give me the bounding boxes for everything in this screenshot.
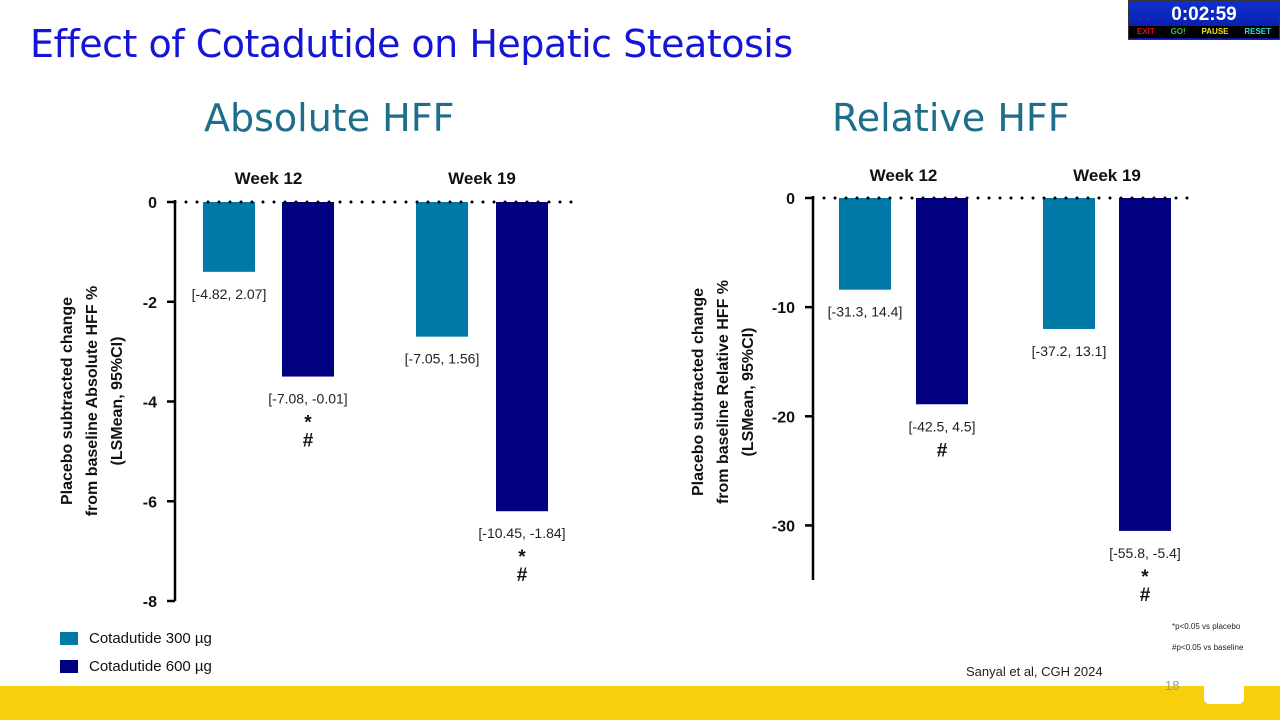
ci-label: [-55.8, -5.4] <box>1109 545 1181 561</box>
chart-title-absolute: Absolute HFF <box>204 96 455 140</box>
timer-controls: EXIT GO! PAUSE RESET <box>1129 26 1279 38</box>
category-label: Week 12 <box>870 166 938 185</box>
y-tick-label: 0 <box>148 195 157 212</box>
citation: Sanyal et al, CGH 2024 <box>966 664 1103 679</box>
y-axis-label: from baseline Absolute HFF % <box>84 286 101 517</box>
y-tick-label: -20 <box>772 409 795 426</box>
ci-label: [-7.08, -0.01] <box>268 391 347 407</box>
bar-600-week-12 <box>916 198 968 405</box>
significance-marker: * <box>518 547 526 568</box>
ci-label: [-7.05, 1.56] <box>405 351 480 367</box>
y-axis-label: (LSMean, 95%CI) <box>740 328 757 457</box>
significance-marker: # <box>517 565 528 586</box>
significance-marker: # <box>1140 585 1151 606</box>
bar-300-week-19 <box>416 202 468 337</box>
y-tick-label: -2 <box>143 295 157 312</box>
category-label: Week 19 <box>448 169 516 188</box>
ci-label: [-42.5, 4.5] <box>909 418 976 434</box>
significance-marker: # <box>937 440 948 461</box>
y-tick-label: -4 <box>143 395 157 412</box>
timer-display: 0:02:59 <box>1171 4 1237 25</box>
y-tick-label: -8 <box>143 594 157 611</box>
footer-notch <box>1204 684 1244 704</box>
ci-label: [-37.2, 13.1] <box>1032 343 1107 359</box>
bar-600-week-19 <box>1119 198 1171 531</box>
legend-label-300: Cotadutide 300 µg <box>89 630 212 647</box>
significance-marker: # <box>303 431 314 452</box>
legend-swatch-300 <box>60 632 78 645</box>
bar-300-week-12 <box>203 202 255 272</box>
category-label: Week 12 <box>235 169 303 188</box>
page-number: 18 <box>1165 678 1180 693</box>
y-axis-label: (LSMean, 95%CI) <box>109 337 126 466</box>
timer-reset-button[interactable]: RESET <box>1244 27 1272 36</box>
legend-item-300: Cotadutide 300 µg <box>60 630 212 647</box>
legend-item-600: Cotadutide 600 µg <box>60 658 212 675</box>
timer-pause-button[interactable]: PAUSE <box>1201 27 1229 36</box>
y-tick-label: -30 <box>772 518 795 535</box>
footer-bar <box>0 684 1280 720</box>
legend-label-600: Cotadutide 600 µg <box>89 658 212 675</box>
bar-600-week-12 <box>282 202 334 377</box>
category-label: Week 19 <box>1073 166 1141 185</box>
y-tick-label: -10 <box>772 300 795 317</box>
y-axis-label: Placebo subtracted change <box>59 297 76 505</box>
slide-title: Effect of Cotadutide on Hepatic Steatosi… <box>30 22 793 66</box>
y-axis-label: Placebo subtracted change <box>690 288 707 496</box>
y-tick-label: 0 <box>786 191 795 208</box>
legend-swatch-600 <box>60 660 78 673</box>
significance-marker: * <box>1141 567 1149 588</box>
bar-300-week-19 <box>1043 198 1095 329</box>
timer-go-button[interactable]: GO! <box>1170 27 1186 36</box>
footnote-placebo: *p<0.05 vs placebo <box>1172 622 1241 631</box>
chart-title-relative: Relative HFF <box>832 96 1070 140</box>
ci-label: [-4.82, 2.07] <box>192 286 267 302</box>
timer-exit-button[interactable]: EXIT <box>1136 27 1155 36</box>
bar-300-week-12 <box>839 198 891 290</box>
ci-label: [-31.3, 14.4] <box>828 304 903 320</box>
y-tick-label: -6 <box>143 494 157 511</box>
ci-label: [-10.45, -1.84] <box>478 525 565 541</box>
significance-marker: * <box>304 413 312 434</box>
bar-600-week-19 <box>496 202 548 512</box>
footnote-baseline: #p<0.05 vs baseline <box>1172 643 1244 652</box>
y-axis-label: from baseline Relative HFF % <box>715 280 732 504</box>
